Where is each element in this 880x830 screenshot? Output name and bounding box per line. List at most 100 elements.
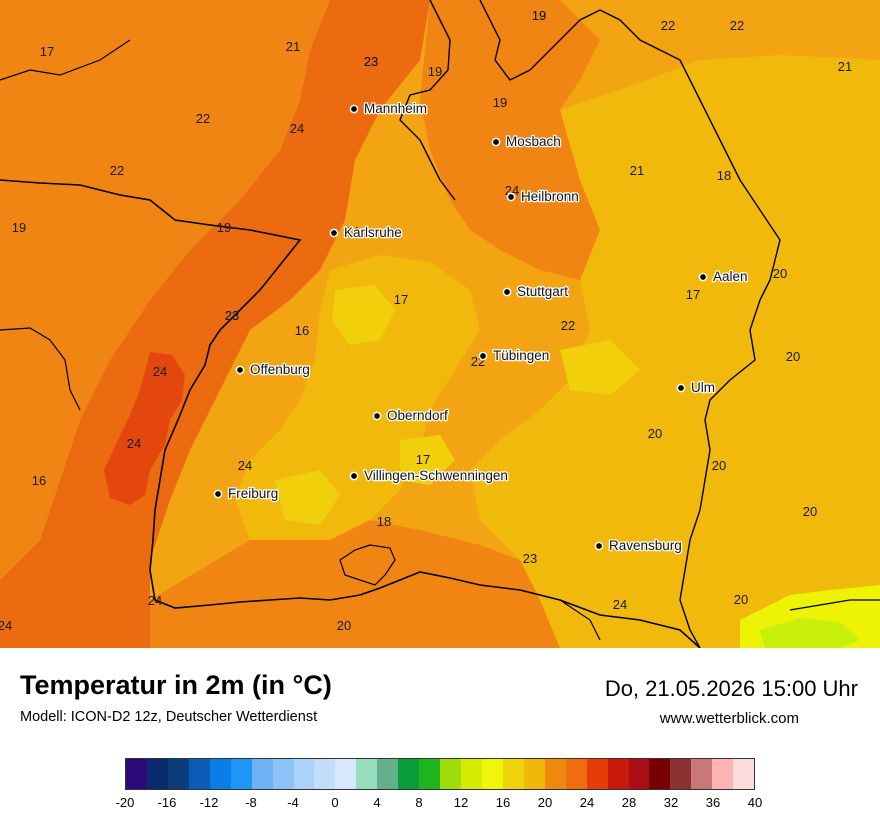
- city-label: Stuttgart: [517, 284, 568, 299]
- city-label: Offenburg: [250, 362, 310, 377]
- temperature-value: 24: [290, 121, 304, 136]
- border-line-7: [0, 327, 81, 411]
- scale-tick-label: 4: [373, 795, 381, 810]
- city-dot: [502, 287, 512, 297]
- temperature-value: 18: [717, 168, 731, 183]
- scale-swatch: [272, 759, 294, 789]
- temperature-value: 17: [394, 292, 408, 307]
- scale-swatch: [167, 759, 189, 789]
- scale-swatch: [691, 759, 713, 789]
- temperature-value: 24: [0, 618, 12, 633]
- city-marker: Aalen: [698, 268, 749, 285]
- temperature-value: 19: [12, 220, 26, 235]
- scale-tick-label: 0: [331, 795, 339, 810]
- temperature-value: 20: [648, 426, 662, 441]
- footer: [0, 648, 880, 830]
- temperature-value: 20: [803, 504, 817, 519]
- temperature-value: 17: [686, 287, 700, 302]
- website-link[interactable]: www.wetterblick.com: [659, 710, 799, 727]
- city-marker: Oberndorf: [372, 407, 449, 424]
- scale-swatch: [230, 759, 252, 789]
- city-dot: [329, 228, 339, 238]
- temperature-labels: 17 21 23 19 19 22 22 21 22 24 19 23 19 22 21 18 24 23 19 24…: [0, 8, 852, 633]
- temperature-value: 24: [153, 364, 167, 379]
- temperature-value: 23: [523, 551, 537, 566]
- border-line-5: [339, 544, 396, 586]
- zone-red-hotspot: [104, 352, 185, 505]
- city-dot: [235, 365, 245, 375]
- temperature-value: 23: [364, 54, 378, 69]
- scale-tick-label: 36: [705, 795, 721, 810]
- city-label: Mannheim: [364, 101, 427, 116]
- border-line: [0, 179, 381, 609]
- temperature-value: 23: [225, 308, 239, 323]
- temperature-value: 24: [148, 593, 162, 608]
- scale-swatch: [209, 759, 231, 789]
- border-line-9: [559, 599, 601, 641]
- temperature-value: 22: [561, 318, 575, 333]
- zone-central-yellow: [235, 255, 480, 545]
- temperature-value: 16: [295, 323, 309, 338]
- scale-swatch: [188, 759, 210, 789]
- scale-tick-label: 20: [537, 795, 553, 810]
- model-subtitle: Modell: ICON-D2 12z, Deutscher Wetterdie…: [20, 709, 318, 725]
- city-label: Aalen: [713, 269, 748, 284]
- scale-tick-label: -12: [199, 795, 219, 810]
- city-marker: Tübingen: [478, 347, 551, 364]
- city-dot: [698, 272, 708, 282]
- city-dot: [349, 104, 359, 114]
- scale-tick-label: 12: [453, 795, 469, 810]
- border-line-3: [399, 0, 456, 201]
- scale-swatch: [335, 759, 357, 789]
- temperature-value: 23: [225, 308, 239, 323]
- city-marker: Karlsruhe: [329, 224, 403, 241]
- temperature-map: 17 21 23 19 19 22 22 21 22 24 19 23 19 22 21 18 24 23 19 24…: [0, 0, 880, 648]
- city-dot: [213, 489, 223, 499]
- scale-swatch: [126, 759, 147, 789]
- color-scale-ticks: -20 -16 -12 -8 -4 0 4 8 12 16 20 24 28 32 36 40: [0, 795, 880, 815]
- scale-swatch: [398, 759, 420, 789]
- temperature-value: 21: [838, 59, 852, 74]
- temperature-value: 21: [630, 163, 644, 178]
- scale-tick-label: -20: [115, 795, 135, 810]
- scale-swatch: [586, 759, 608, 789]
- city-marker: Villingen-Schwenningen: [349, 467, 509, 484]
- city-marker: Mannheim: [349, 100, 428, 117]
- scale-tick-label: 32: [663, 795, 679, 810]
- scale-swatch: [356, 759, 378, 789]
- zone-light-2: [400, 435, 455, 485]
- temperature-value: 22: [730, 18, 744, 33]
- temperature-value: 18: [377, 514, 391, 529]
- temperature-value: 24: [613, 597, 627, 612]
- city-marker: Stuttgart: [502, 283, 570, 300]
- temperature-value: 19: [532, 8, 546, 23]
- temperature-value: 22: [661, 18, 675, 33]
- chart-title: Temperatur in 2m (in °C): [20, 670, 332, 700]
- zone-light-4: [560, 340, 640, 395]
- city-markers: Mannheim Mosbach Heilbronn Karlsruhe Aalen St…: [213, 100, 749, 554]
- scale-swatch: [607, 759, 629, 789]
- city-label: Heilbronn: [521, 189, 579, 204]
- scale-swatch: [523, 759, 545, 789]
- temperature-value: 19: [493, 95, 507, 110]
- zone-light-1: [332, 285, 395, 345]
- city-dot: [372, 411, 382, 421]
- scale-tick-label: 16: [495, 795, 511, 810]
- city-marker: Ulm: [676, 379, 716, 396]
- scale-swatch: [251, 759, 273, 789]
- scale-tick-label: 24: [579, 795, 595, 810]
- temperature-value: 20: [734, 592, 748, 607]
- color-scale: [125, 758, 755, 790]
- city-marker: Heilbronn: [506, 188, 580, 205]
- temperature-value: 23: [364, 54, 378, 69]
- border-line-2: [379, 571, 701, 648]
- city-label: Tübingen: [493, 348, 549, 363]
- city-dot: [491, 137, 501, 147]
- zone-northwest-orange: [0, 0, 330, 580]
- scale-swatch: [461, 759, 482, 789]
- scale-tick-label: -8: [245, 795, 257, 810]
- temperature-value: 16: [32, 473, 46, 488]
- scale-swatch: [146, 759, 168, 789]
- scale-swatch: [377, 759, 399, 789]
- city-marker: Offenburg: [235, 361, 311, 378]
